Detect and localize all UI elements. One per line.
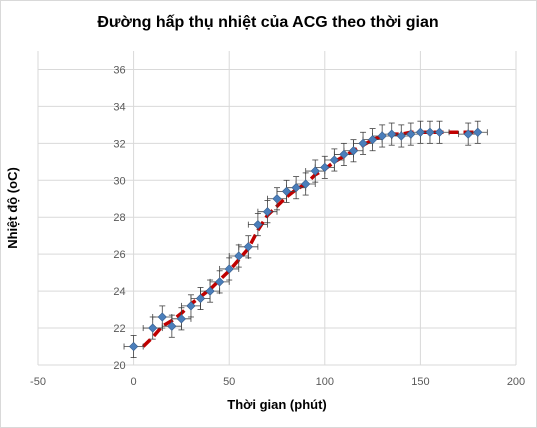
- x-tick-label: -50: [30, 376, 46, 388]
- trendline: [141, 130, 478, 348]
- data-point: [387, 129, 397, 139]
- data-point: [425, 127, 435, 137]
- data-point: [195, 293, 206, 304]
- data-point: [406, 129, 416, 139]
- chart-title: Đường hấp thụ nhiệt của ACG theo thời gi…: [97, 14, 438, 31]
- data-point: [301, 179, 311, 189]
- data-point: [243, 242, 253, 252]
- data-point: [262, 207, 273, 217]
- x-axis-title: Thời gian (phút): [227, 397, 327, 412]
- y-tick-label: 20: [113, 360, 125, 372]
- x-tick-label: 150: [411, 376, 429, 388]
- data-point: [473, 127, 483, 137]
- data-points: [128, 127, 483, 352]
- data-point: [176, 314, 187, 324]
- data-point: [415, 127, 426, 137]
- x-tick-label: 100: [316, 376, 334, 388]
- data-point: [310, 166, 320, 176]
- y-tick-label: 36: [113, 64, 125, 76]
- data-point: [157, 312, 167, 322]
- data-point: [234, 251, 244, 261]
- y-tick-label: 34: [113, 101, 125, 113]
- data-point: [215, 277, 225, 287]
- data-point: [358, 138, 368, 148]
- data-point: [329, 155, 339, 165]
- data-point: [253, 219, 263, 230]
- data-point: [186, 301, 196, 311]
- data-point: [272, 194, 282, 204]
- data-point: [348, 146, 359, 156]
- data-point: [339, 149, 349, 160]
- y-tick-label: 24: [113, 286, 125, 298]
- y-tick-label: 28: [113, 212, 125, 224]
- data-point: [396, 131, 406, 141]
- x-tick-label: 50: [223, 376, 235, 388]
- x-tick-label: 0: [131, 376, 137, 388]
- y-tick-label: 22: [113, 323, 125, 335]
- data-point: [128, 341, 139, 352]
- gridlines: [37, 51, 517, 366]
- error-bars: [123, 120, 488, 359]
- data-point: [320, 162, 330, 172]
- data-point: [281, 186, 292, 197]
- data-point: [205, 286, 215, 296]
- y-tick-label: 30: [113, 175, 125, 187]
- data-point: [377, 131, 387, 141]
- y-tick-label: 32: [113, 138, 125, 150]
- data-point: [167, 321, 177, 331]
- x-tick-label: 200: [507, 376, 525, 388]
- data-point: [367, 135, 378, 145]
- data-point: [434, 127, 445, 137]
- y-tick-label: 26: [113, 249, 125, 261]
- y-axis-title: Nhiệt độ (oC): [5, 167, 20, 249]
- data-point: [291, 183, 301, 193]
- data-point: [224, 264, 234, 274]
- data-point: [148, 323, 158, 333]
- data-point: [463, 129, 473, 139]
